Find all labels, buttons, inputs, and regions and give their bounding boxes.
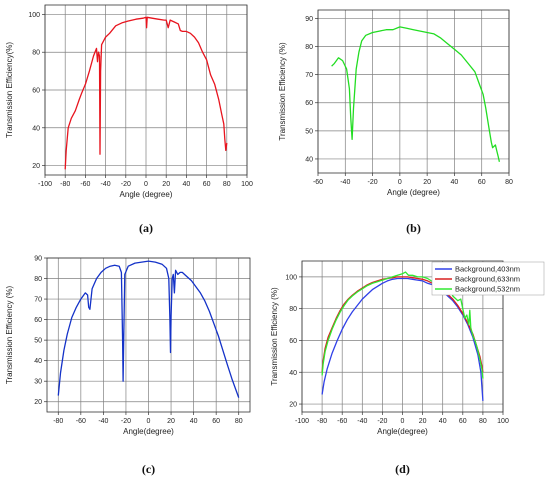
x-axis-label: Angle (degree) <box>120 190 173 199</box>
x-axis-label: Angle(degree) <box>123 427 174 436</box>
x-tick-label: 40 <box>451 179 459 186</box>
x-tick-label: 80 <box>479 418 487 425</box>
y-tick-label: 20 <box>32 163 40 170</box>
y-tick-label: 20 <box>34 399 42 406</box>
x-tick-label: -40 <box>101 181 111 188</box>
x-tick-label: 60 <box>478 179 486 186</box>
y-tick-label: 60 <box>34 317 42 324</box>
legend-entry: Background,532nm <box>455 285 520 294</box>
legend-entry: Background,633nm <box>455 275 520 284</box>
chart-panel-2: -60 -40 -20 0 20 40 60 80 40 50 60 70 80 90 Angle (deg… <box>278 9 513 235</box>
y-axis-label: Transmission Efficiency (%) <box>270 287 279 386</box>
x-tick-label: 0 <box>398 179 402 186</box>
x-tick-label: -40 <box>98 418 108 425</box>
y-tick-label: 60 <box>32 88 40 95</box>
series-line-curve-1 <box>331 26 501 162</box>
x-tick-label: -40 <box>357 418 367 425</box>
y-tick-label: 40 <box>34 358 42 365</box>
plot-frame <box>317 9 510 174</box>
x-tick-label: 100 <box>241 181 253 188</box>
panel-label: (d) <box>395 462 410 476</box>
y-tick-label: 60 <box>305 100 313 107</box>
series-line-background-403nm <box>321 277 484 401</box>
series-line-background-633nm <box>321 276 484 373</box>
x-tick-label: -60 <box>76 418 86 425</box>
y-tick-label: 90 <box>305 16 313 23</box>
x-tick-label: 20 <box>423 179 431 186</box>
panel-label: (a) <box>139 221 153 235</box>
x-tick-label: 40 <box>190 418 198 425</box>
x-tick-label: -60 <box>313 179 323 186</box>
x-tick-label: 20 <box>167 418 175 425</box>
x-tick-label: 0 <box>401 418 405 425</box>
x-tick-label: -80 <box>53 418 63 425</box>
x-tick-label: -20 <box>121 418 131 425</box>
x-tick-label: 0 <box>147 418 151 425</box>
y-tick-label: 80 <box>34 276 42 283</box>
x-tick-label: -20 <box>121 181 131 188</box>
y-tick-label: 20 <box>289 402 297 409</box>
x-tick-label: 20 <box>162 181 170 188</box>
x-tick-label: 100 <box>497 418 509 425</box>
y-tick-label: 80 <box>305 44 313 51</box>
x-tick-label: -80 <box>317 418 327 425</box>
y-axis-label: Transmission Efficiency (%) <box>5 286 14 385</box>
y-tick-label: 60 <box>289 338 297 345</box>
series-line-background-532nm <box>321 271 484 379</box>
y-axis-label: Transmission Efficiency(%) <box>5 42 14 138</box>
x-tick-label: -60 <box>80 181 90 188</box>
panel-label: (c) <box>142 462 155 476</box>
x-tick-label: 80 <box>223 181 231 188</box>
chart-panel-4: -100 -80 -60 -40 -20 0 20 40 60 80 100 20 40 60 80 100 A… <box>270 260 545 476</box>
x-tick-label: 40 <box>439 418 447 425</box>
x-tick-label: 80 <box>235 418 243 425</box>
y-tick-label: 40 <box>305 156 313 163</box>
y-tick-label: 100 <box>285 274 297 281</box>
x-tick-label: -60 <box>337 418 347 425</box>
panel-label: (b) <box>406 221 421 235</box>
y-tick-label: 40 <box>32 125 40 132</box>
x-tick-label: -20 <box>368 179 378 186</box>
y-tick-label: 80 <box>32 50 40 57</box>
chart-panel-3: -80 -60 -40 -20 0 20 40 60 80 20 30 40 50 60 70 80 90 Ang… <box>5 256 251 476</box>
y-tick-label: 50 <box>305 128 313 135</box>
y-tick-label: 70 <box>34 297 42 304</box>
y-tick-label: 50 <box>34 338 42 345</box>
x-tick-label: 60 <box>459 418 467 425</box>
legend-entry: Background,403nm <box>455 265 520 274</box>
series-line-curve-1 <box>57 260 240 398</box>
x-axis-label: Angle (degree) <box>387 188 440 197</box>
y-tick-label: 90 <box>34 256 42 263</box>
x-tick-label: -20 <box>377 418 387 425</box>
x-tick-label: 40 <box>183 181 191 188</box>
y-tick-label: 40 <box>289 370 297 377</box>
y-tick-label: 30 <box>34 379 42 386</box>
x-tick-label: -100 <box>38 181 52 188</box>
series-line-curve-1 <box>64 16 228 170</box>
chart-panel-1: -100 -80 -60 -40 -20 0 20 40 60 80 100 20 40 60 80 100 A… <box>5 4 253 235</box>
x-axis-label: Angle(degree) <box>377 427 428 436</box>
y-tick-label: 70 <box>305 72 313 79</box>
x-tick-label: -40 <box>340 179 350 186</box>
x-tick-label: -100 <box>295 418 309 425</box>
x-tick-label: 60 <box>203 181 211 188</box>
y-axis-label: Transmission Efficiency (%) <box>278 42 287 141</box>
x-tick-label: 20 <box>419 418 427 425</box>
y-tick-label: 100 <box>28 12 40 19</box>
x-tick-label: 80 <box>505 179 513 186</box>
x-tick-label: 0 <box>144 181 148 188</box>
y-tick-label: 80 <box>289 306 297 313</box>
x-tick-label: -80 <box>60 181 70 188</box>
x-tick-label: 60 <box>212 418 220 425</box>
